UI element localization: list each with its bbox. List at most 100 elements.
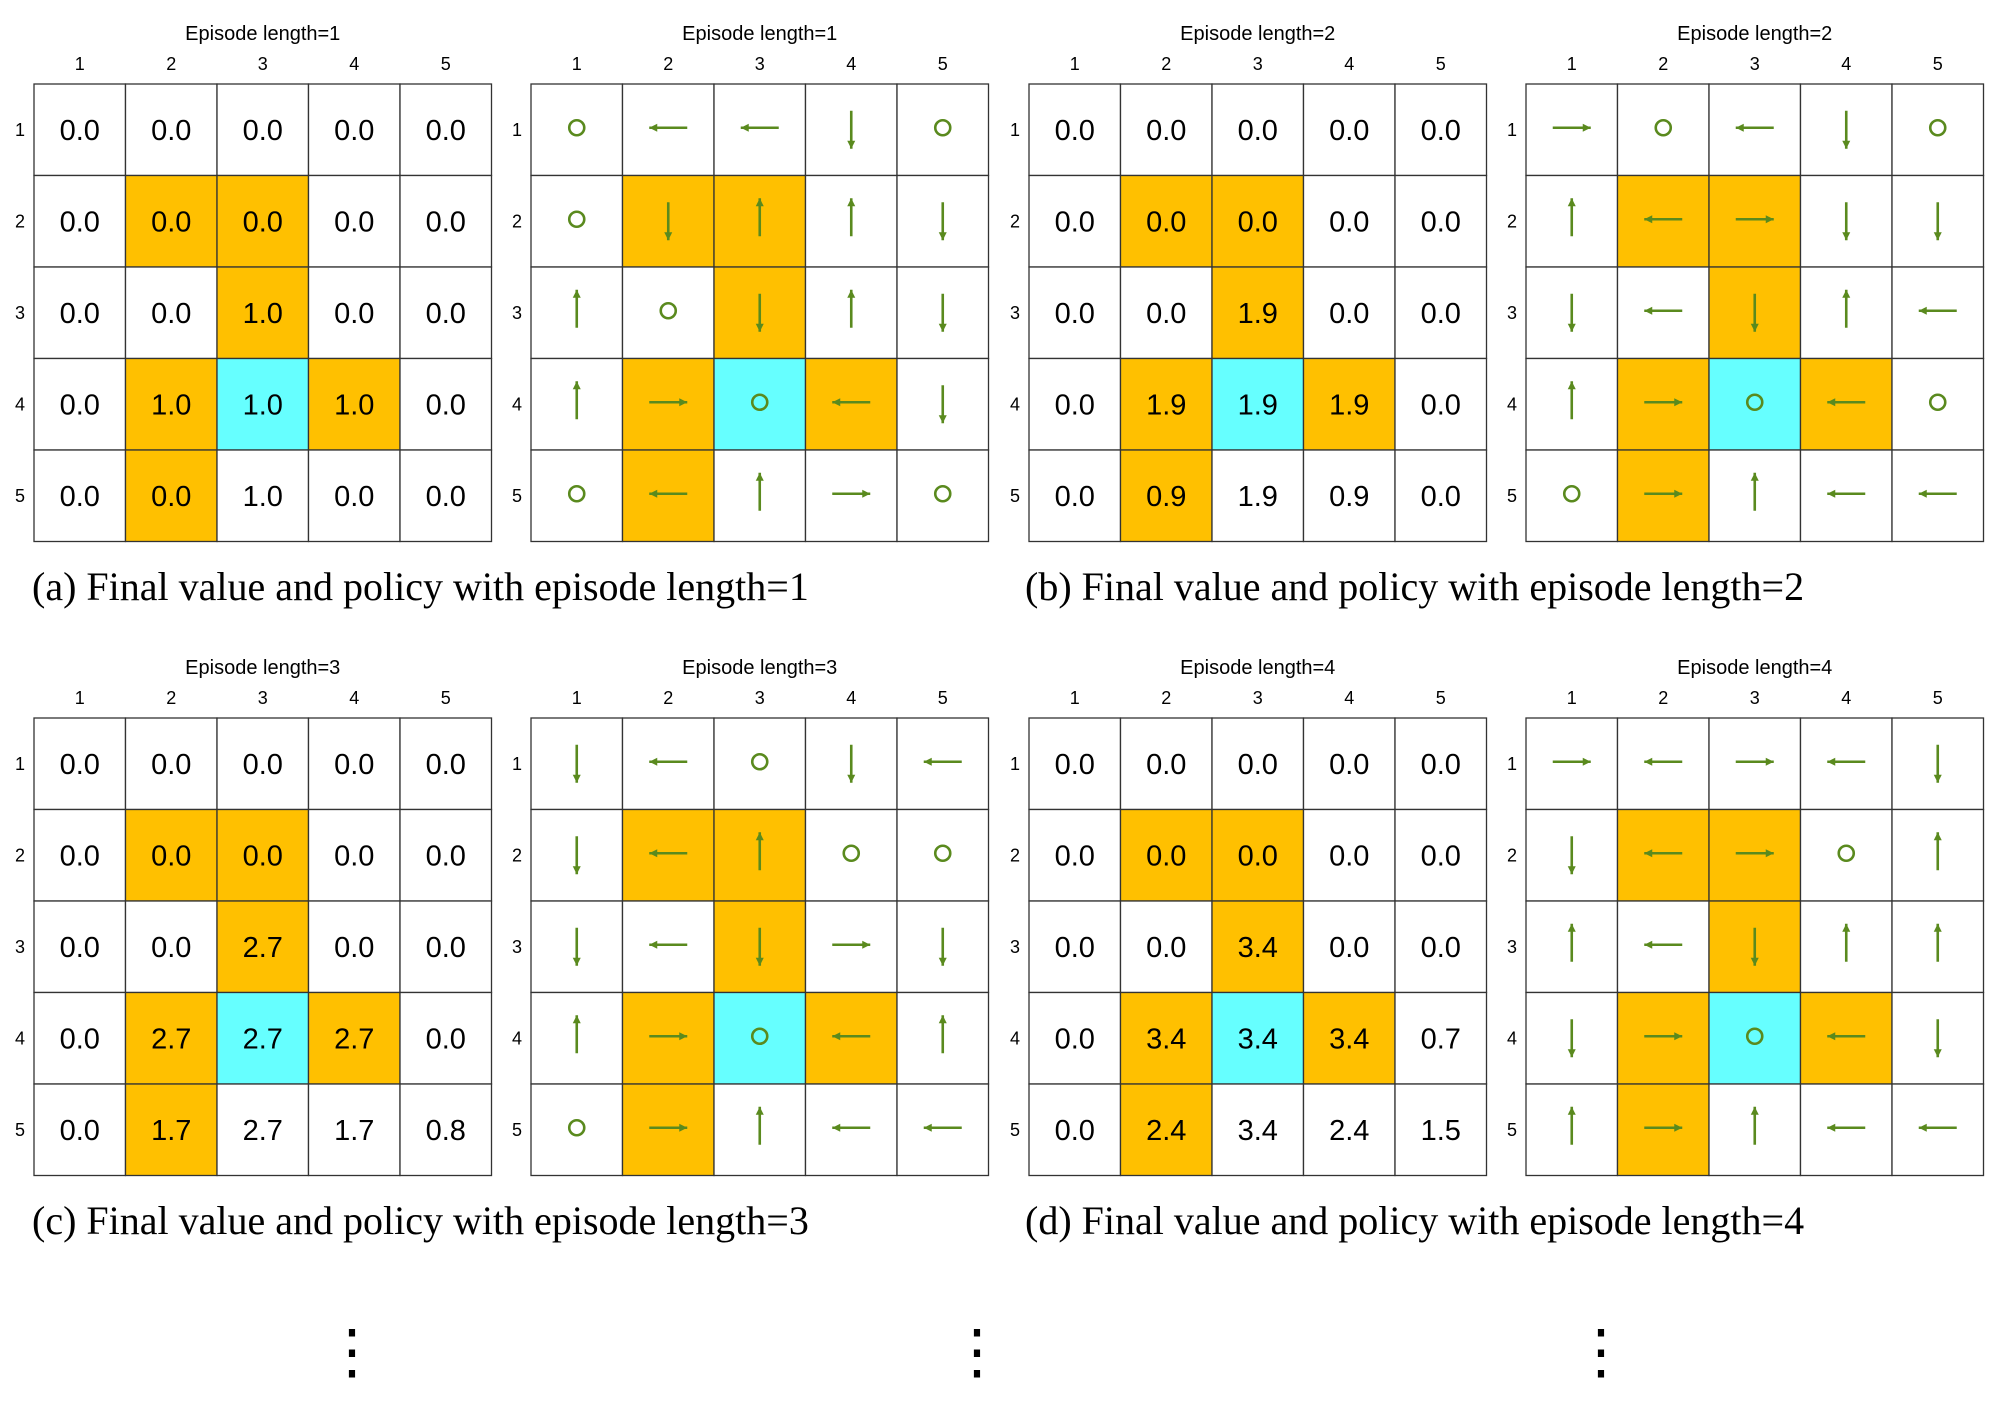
grid-cell (1211, 1083, 1305, 1177)
grid-cell (1028, 808, 1122, 902)
grid-cell (1799, 808, 1893, 902)
arrow-left-icon (1918, 1123, 1957, 1132)
row-label: 5 (1010, 1120, 1020, 1140)
state-value: 0.0 (1329, 932, 1369, 964)
row-label: 2 (15, 845, 25, 865)
state-value: 0.0 (1055, 932, 1095, 964)
forbidden-cell (621, 449, 715, 543)
grid-cell (216, 449, 310, 543)
state-value: 1.9 (1238, 481, 1278, 513)
arrow-down-icon (1842, 202, 1851, 241)
grid-cell (1302, 717, 1396, 811)
arrow-up-icon (1567, 381, 1576, 420)
column-label: 3 (1750, 688, 1760, 708)
column-label: 2 (1658, 688, 1668, 708)
arrow-left-icon (1827, 1123, 1866, 1132)
stay-circle-icon (1745, 1027, 1764, 1046)
state-value: 0.0 (1055, 749, 1095, 781)
column-label: 4 (1344, 688, 1354, 708)
grid-cell (307, 717, 401, 811)
grid-cell (1119, 83, 1213, 177)
state-value: 2.7 (243, 932, 283, 964)
arrow-down-icon (1750, 293, 1759, 332)
column-label: 2 (663, 688, 673, 708)
stay-circle-icon (933, 118, 952, 137)
row-label: 3 (1010, 303, 1020, 323)
state-value: 0.0 (426, 749, 466, 781)
row-label: 4 (15, 394, 25, 414)
state-value: 0.0 (1055, 1115, 1095, 1147)
forbidden-cell (1616, 174, 1710, 268)
state-value: 0.0 (60, 749, 100, 781)
forbidden-cell (804, 357, 898, 451)
state-value: 0.0 (60, 1115, 100, 1147)
row-label: 2 (15, 211, 25, 231)
arrow-up-icon (755, 832, 764, 871)
state-value: 3.4 (1146, 1023, 1186, 1055)
state-value: 0.0 (1146, 840, 1186, 872)
arrow-down-icon (1933, 202, 1942, 241)
state-value: 1.0 (243, 298, 283, 330)
column-label: 1 (1567, 688, 1577, 708)
row-label: 1 (1507, 754, 1517, 774)
arrow-left-icon (1918, 306, 1957, 315)
stay-circle-icon (750, 752, 769, 771)
state-value: 0.0 (60, 389, 100, 421)
grid-cell (1891, 449, 1985, 543)
forbidden-cell (216, 808, 310, 902)
state-value: 0.0 (426, 1023, 466, 1055)
state-value: 0.0 (1238, 115, 1278, 147)
forbidden-cell (1616, 808, 1710, 902)
grid-cell (530, 174, 624, 268)
state-value: 0.0 (243, 115, 283, 147)
arrow-left-icon (832, 1032, 871, 1041)
target-cell (713, 991, 807, 1085)
grid-cell (33, 991, 127, 1085)
arrow-down-icon (938, 202, 947, 241)
grid-cell (1799, 717, 1893, 811)
arrow-down-icon (938, 385, 947, 424)
column-label: 2 (1658, 54, 1668, 74)
grid-cell (399, 808, 493, 902)
arrow-down-icon (572, 927, 581, 966)
grid-cell (1394, 174, 1488, 268)
arrow-left-icon (649, 489, 688, 498)
row-label: 5 (1507, 486, 1517, 506)
grid-cell (33, 808, 127, 902)
arrow-up-icon (755, 1106, 764, 1145)
arrow-left-icon (923, 757, 962, 766)
arrow-left-icon (740, 123, 779, 132)
grid-cell (1028, 357, 1122, 451)
forbidden-cell (1799, 991, 1893, 1085)
stay-circle-icon (750, 1027, 769, 1046)
grid-cell (896, 717, 990, 811)
state-value: 0.0 (243, 749, 283, 781)
row-label: 3 (512, 303, 522, 323)
grid-cell (1302, 1083, 1396, 1177)
arrow-right-icon (832, 940, 871, 949)
column-label: 3 (258, 54, 268, 74)
forbidden-cell (124, 991, 218, 1085)
grid-cell (1891, 357, 1985, 451)
grid-cell (399, 1083, 493, 1177)
state-value: 0.0 (1055, 389, 1095, 421)
state-value: 3.4 (1329, 1023, 1369, 1055)
state-value: 0.8 (426, 1115, 466, 1147)
arrow-right-icon (1644, 398, 1683, 407)
grid-cell (124, 717, 218, 811)
arrow-down-icon (1567, 836, 1576, 875)
state-value: 2.4 (1146, 1115, 1186, 1147)
grid-cell (1394, 1083, 1488, 1177)
arrow-up-icon (1750, 472, 1759, 511)
state-value: 0.0 (1146, 749, 1186, 781)
column-label: 3 (1750, 54, 1760, 74)
arrow-left-icon (1827, 398, 1866, 407)
grid-title: Episode length=2 (1180, 23, 1335, 45)
grid-cell (621, 900, 715, 994)
forbidden-cell (307, 991, 401, 1085)
row-label: 4 (512, 1028, 522, 1048)
arrow-down-icon (938, 293, 947, 332)
arrow-right-icon (649, 398, 688, 407)
state-value: 0.0 (1329, 206, 1369, 238)
state-value: 0.0 (151, 115, 191, 147)
